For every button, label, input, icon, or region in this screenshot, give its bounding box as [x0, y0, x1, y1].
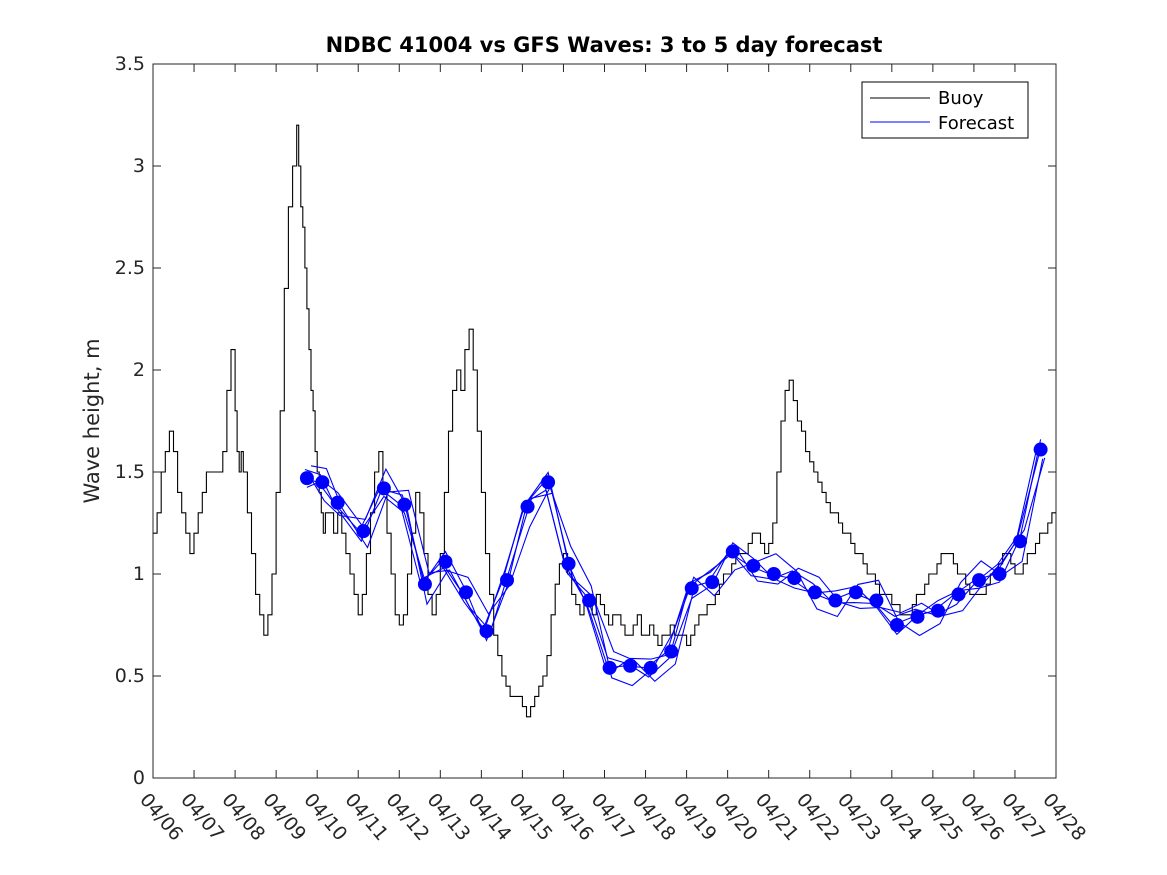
- forecast-marker: [315, 475, 330, 490]
- forecast-marker: [807, 585, 822, 600]
- forecast-marker: [848, 585, 863, 600]
- buoy-series-line: [153, 124, 1056, 718]
- x-tick-label: 04/07: [176, 789, 228, 845]
- forecast-marker: [787, 571, 802, 586]
- forecast-marker: [299, 471, 314, 486]
- legend-buoy-label: Buoy: [938, 88, 984, 109]
- x-tick-label: 04/13: [422, 789, 474, 845]
- y-tick-label: 0.5: [115, 665, 145, 687]
- forecast-run-line: [308, 458, 1044, 687]
- y-tick-label: 2: [133, 359, 145, 381]
- forecast-marker: [1033, 442, 1048, 457]
- y-tick-label: 3: [133, 155, 145, 177]
- x-tick-label: 04/16: [546, 789, 598, 845]
- x-tick-label: 04/06: [135, 789, 187, 845]
- forecast-marker: [330, 495, 345, 510]
- forecast-marker: [889, 618, 904, 632]
- forecast-marker: [828, 593, 843, 608]
- forecast-run-line: [310, 457, 1046, 683]
- y-tick-label: 3.5: [115, 53, 145, 75]
- x-tick-label: 04/14: [464, 789, 516, 845]
- forecast-marker: [397, 497, 412, 512]
- forecast-marker: [458, 585, 473, 600]
- x-tick-label: 04/15: [505, 789, 557, 845]
- legend-forecast-label: Forecast: [938, 113, 1014, 134]
- forecast-marker: [643, 660, 658, 675]
- y-tick-label: 1: [133, 563, 145, 585]
- forecast-marker: [561, 556, 576, 571]
- forecast-marker: [664, 644, 679, 659]
- forecast-marker: [705, 575, 720, 590]
- forecast-marker: [582, 593, 597, 608]
- x-tick-label: 04/12: [381, 789, 433, 845]
- x-tick-label: 04/18: [628, 789, 680, 845]
- forecast-marker: [500, 573, 515, 588]
- x-tick-label: 04/17: [587, 789, 639, 845]
- forecast-marker: [417, 577, 432, 592]
- y-axis-label: Wave height, m: [80, 338, 104, 503]
- legend-box: [861, 81, 1029, 139]
- forecast-marker: [376, 481, 391, 496]
- x-tick-label: 04/09: [258, 789, 310, 845]
- forecast-marker: [520, 499, 535, 514]
- forecast-marker: [602, 660, 617, 675]
- forecast-marker: [930, 603, 945, 618]
- x-tick-label: 04/20: [710, 789, 762, 845]
- forecast-marker: [438, 554, 453, 569]
- x-tick-label: 04/24: [874, 789, 926, 845]
- forecast-marker: [541, 475, 556, 490]
- x-tick-label: 04/10: [299, 789, 351, 845]
- y-tick-label: 1.5: [115, 461, 145, 483]
- x-tick-label: 04/25: [915, 789, 967, 845]
- forecast-marker: [910, 609, 925, 624]
- x-tick-label: 04/23: [833, 789, 885, 845]
- forecast-run-line: [304, 455, 1040, 678]
- forecast-marker: [972, 573, 987, 588]
- x-tick-label: 04/27: [997, 789, 1049, 845]
- y-tick-label: 2.5: [115, 257, 145, 279]
- x-tick-label: 04/08: [217, 789, 269, 845]
- x-tick-label: 04/11: [340, 789, 392, 845]
- forecast-marker: [684, 581, 699, 596]
- forecast-marker: [951, 587, 966, 602]
- forecast-marker: [766, 567, 781, 581]
- legend: Buoy Forecast: [861, 81, 1029, 139]
- x-tick-label: 04/28: [1038, 789, 1090, 845]
- x-tick-label: 04/19: [669, 789, 721, 845]
- forecast-marker: [746, 558, 761, 573]
- forecast-marker: [869, 593, 884, 608]
- x-tick-label: 04/26: [956, 789, 1008, 845]
- forecast-marker: [1013, 534, 1028, 549]
- forecast-marker: [479, 624, 494, 639]
- x-tick-label: 04/21: [751, 789, 803, 845]
- forecast-marker: [623, 658, 638, 673]
- y-tick-label: 0: [133, 767, 145, 789]
- forecast-marker: [356, 524, 371, 539]
- forecast-marker: [992, 567, 1007, 581]
- forecast-marker: [725, 544, 740, 559]
- x-tick-label: 04/22: [792, 789, 844, 845]
- plot-area: 00.511.522.533.504/0604/0704/0804/0904/1…: [115, 53, 1090, 845]
- chart-title: NDBC 41004 vs GFS Waves: 3 to 5 day fore…: [326, 33, 883, 57]
